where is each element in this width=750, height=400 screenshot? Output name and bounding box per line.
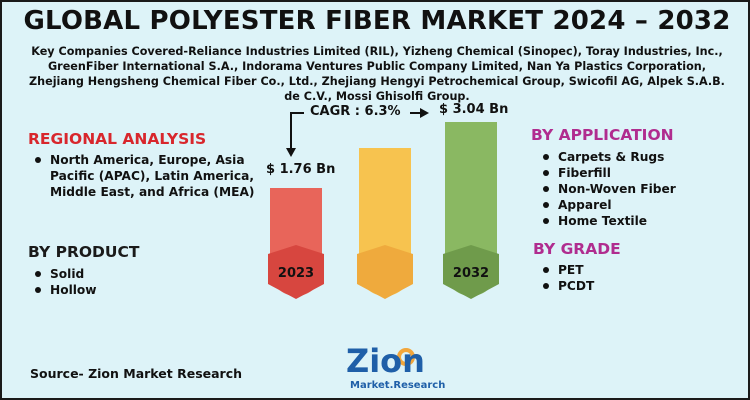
by-product-heading: BY PRODUCT [28,243,140,261]
list-item: Non-Woven Fiber [540,181,676,197]
list-item: Carpets & Rugs [540,149,676,165]
start-value-label: $ 1.76 Bn [266,162,336,177]
year-hexagon-2032 [443,245,499,299]
cagr-label: CAGR : 6.3% [310,104,401,119]
page-title: GLOBAL POLYESTER FIBER MARKET 2024 – 203… [23,6,731,36]
logo-word: Zion [346,342,425,380]
list-item: Solid [32,266,97,282]
by-application-heading: BY APPLICATION [531,126,674,144]
list-item: Hollow [32,282,97,298]
by-grade-heading: BY GRADE [533,240,621,258]
year-label-2023: 2023 [278,266,314,281]
grade-list: PET PCDT [540,262,594,294]
right-arrow-icon [410,108,429,118]
year-hexagon-2023 [268,245,324,299]
regional-analysis-heading: REGIONAL ANALYSIS [28,130,207,148]
down-arrow-icon [286,112,304,157]
source-text: Source- Zion Market Research [30,366,243,381]
year-hexagon-middle [357,245,413,299]
product-list: Solid Hollow [32,266,97,298]
list-item: PET [540,262,594,278]
list-item: Fiberfill [540,165,676,181]
year-label-2032: 2032 [453,266,489,281]
list-item: PCDT [540,278,594,294]
key-companies-text: Key Companies Covered-Reliance Industrie… [29,45,725,103]
zion-logo: Zion Market.Research [346,342,445,391]
logo-subtext: Market.Research [350,380,445,391]
list-item: Apparel [540,197,676,213]
end-value-label: $ 3.04 Bn [439,102,509,117]
list-item: North America, Europe, Asia Pacific (APA… [32,152,257,200]
application-list: Carpets & Rugs Fiberfill Non-Woven Fiber… [540,149,676,229]
list-item: Home Textile [540,213,676,229]
regional-list: North America, Europe, Asia Pacific (APA… [32,152,257,200]
